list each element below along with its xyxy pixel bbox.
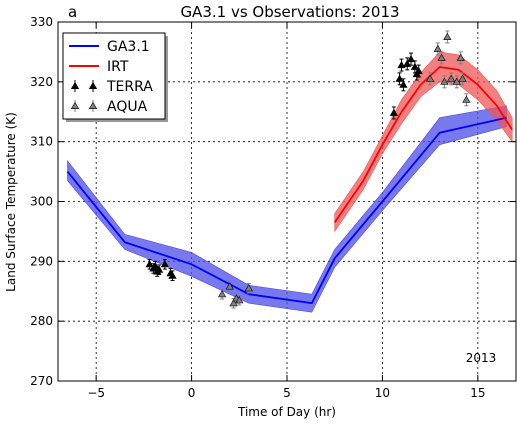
x-axis-label: Time of Day (hr) bbox=[237, 405, 336, 419]
terra-point bbox=[414, 64, 423, 78]
legend-item-terra: TERRA bbox=[70, 79, 153, 95]
terra-marker bbox=[160, 260, 170, 268]
x-tick-label: 10 bbox=[375, 386, 390, 400]
x-tick-label: −5 bbox=[87, 386, 105, 400]
terra-marker bbox=[168, 271, 177, 279]
aqua-marker bbox=[456, 53, 465, 61]
legend-marker-terra bbox=[88, 81, 98, 89]
aqua-marker bbox=[440, 77, 449, 85]
terra-point bbox=[403, 57, 412, 71]
terra-marker bbox=[399, 80, 408, 88]
aqua-point bbox=[244, 282, 253, 294]
aqua-marker bbox=[458, 74, 467, 82]
terra-marker bbox=[154, 265, 164, 273]
aqua-marker bbox=[425, 74, 435, 82]
aqua-point bbox=[235, 294, 244, 306]
y-tick-label: 280 bbox=[30, 314, 53, 328]
terra-marker bbox=[145, 260, 154, 268]
y-axis-label: Land Surface Temperature (K) bbox=[4, 112, 18, 292]
legend-marker-aqua bbox=[70, 101, 80, 109]
ga3-1-line bbox=[66, 116, 507, 305]
terra-point bbox=[154, 264, 164, 275]
panel-letter: a bbox=[68, 3, 77, 21]
x-tick-label: 0 bbox=[188, 386, 196, 400]
chart-title: GA3.1 vs Observations: 2013 bbox=[180, 3, 399, 21]
terra-marker bbox=[403, 59, 412, 67]
legend-label-irt: IRT bbox=[107, 59, 129, 75]
legend-item-ga3-1: GA3.1 bbox=[69, 39, 150, 55]
terra-point bbox=[406, 52, 416, 66]
legend-box bbox=[62, 32, 166, 120]
terra-marker bbox=[395, 74, 404, 82]
terra-marker bbox=[389, 108, 399, 116]
aqua-marker bbox=[225, 282, 234, 290]
legend-item-aqua: AQUA bbox=[70, 99, 148, 115]
aqua-point bbox=[433, 42, 442, 56]
terra-point bbox=[389, 106, 399, 120]
aqua-marker bbox=[452, 77, 461, 85]
x-tick-label: 5 bbox=[283, 386, 291, 400]
aqua-marker bbox=[446, 74, 456, 82]
terra-point bbox=[168, 270, 177, 281]
terra-marker bbox=[410, 62, 420, 70]
aqua-point bbox=[437, 51, 446, 65]
x-tick-label: 15 bbox=[470, 386, 485, 400]
aqua-point bbox=[440, 75, 449, 89]
y-tick-label: 330 bbox=[30, 15, 53, 29]
axis-ticks: −5 0 5 10 15 270 280 290 300 310 320 330 bbox=[30, 15, 516, 400]
aqua-point bbox=[225, 281, 234, 292]
legend-label-ga3-1: GA3.1 bbox=[107, 39, 150, 55]
year-annotation: 2013 bbox=[466, 351, 497, 365]
y-tick-label: 300 bbox=[30, 195, 53, 209]
terra-point bbox=[160, 259, 170, 270]
legend-marker-aqua bbox=[88, 101, 98, 109]
y-tick-label: 290 bbox=[30, 254, 53, 268]
legend-label-terra: TERRA bbox=[106, 79, 153, 95]
terra-point bbox=[395, 72, 404, 86]
y-tick-label: 310 bbox=[30, 135, 53, 149]
aqua-marker bbox=[462, 95, 471, 103]
aqua-marker bbox=[443, 32, 452, 41]
terra-point bbox=[399, 78, 408, 92]
aqua-marker bbox=[244, 284, 253, 292]
legend-item-irt: IRT bbox=[69, 59, 129, 75]
aqua-point bbox=[425, 72, 435, 86]
aqua-point bbox=[443, 30, 452, 44]
aqua-marker bbox=[217, 289, 227, 298]
aqua-point bbox=[217, 288, 227, 300]
aqua-marker bbox=[235, 295, 244, 304]
terra-marker bbox=[397, 60, 406, 69]
aqua-point bbox=[452, 75, 461, 89]
y-tick-label: 270 bbox=[30, 374, 53, 388]
aqua-point bbox=[456, 51, 465, 65]
aqua-point bbox=[458, 72, 467, 86]
observation-points bbox=[145, 30, 471, 309]
terra-marker bbox=[414, 66, 423, 75]
legend-marker-terra bbox=[70, 81, 80, 89]
legend: GA3.1 IRT TERRA AQUA bbox=[62, 32, 168, 122]
terra-point bbox=[145, 259, 154, 270]
aqua-marker bbox=[437, 53, 446, 61]
y-tick-label: 320 bbox=[30, 75, 53, 89]
terra-marker bbox=[406, 54, 416, 63]
legend-label-aqua: AQUA bbox=[107, 99, 148, 115]
terra-point bbox=[397, 58, 406, 72]
aqua-point bbox=[462, 93, 471, 107]
aqua-marker bbox=[433, 44, 442, 52]
aqua-point bbox=[446, 72, 456, 86]
